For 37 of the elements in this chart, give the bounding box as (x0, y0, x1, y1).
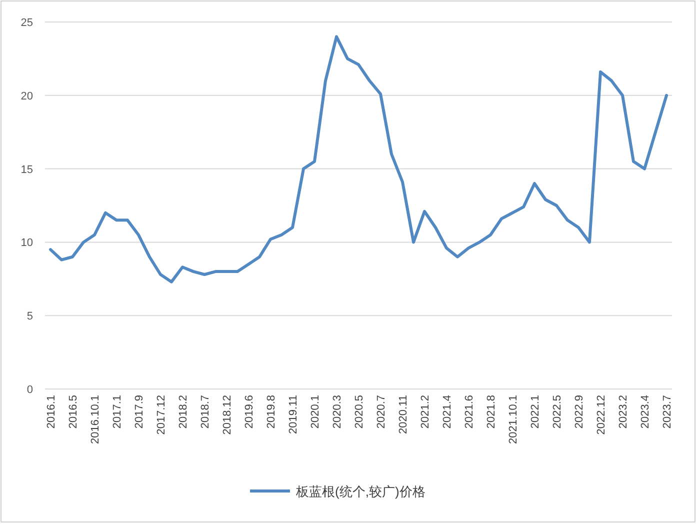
x-tick-label: 2016.5 (68, 395, 80, 429)
y-tick-label: 5 (26, 310, 33, 323)
x-tick-label: 2017.9 (134, 395, 146, 429)
x-tick-label: 2018.12 (222, 395, 234, 435)
x-tick-label: 2016.10.1 (90, 395, 102, 444)
x-tick-label: 2022.9 (574, 395, 586, 429)
x-tick-label: 2021.4 (442, 395, 454, 429)
x-tick-label: 2022.1 (530, 395, 542, 429)
x-tick-label: 2021.8 (486, 395, 498, 429)
x-tick-label: 2021.6 (464, 395, 476, 429)
x-tick-label: 2020.5 (354, 395, 366, 429)
x-tick-label: 2020.1 (310, 395, 322, 429)
y-tick-label: 0 (26, 384, 33, 396)
x-tick-label: 2018.2 (178, 395, 190, 429)
x-tick-label: 2016.1 (46, 395, 58, 429)
x-tick-label: 2023.7 (662, 395, 674, 429)
x-tick-label: 2021.2 (420, 395, 432, 429)
y-tick-label: 20 (20, 90, 33, 102)
x-tick-label: 2023.2 (618, 395, 630, 429)
x-tick-label: 2019.8 (266, 395, 278, 429)
legend-label: 板蓝根(统个,较广)价格 (295, 484, 426, 499)
x-tick-label: 2023.4 (640, 395, 652, 429)
x-tick-label: 2019.11 (288, 395, 300, 434)
line-series (49, 35, 668, 284)
y-tick-label: 10 (20, 237, 33, 250)
x-tick-label: 2017.1 (112, 395, 124, 429)
x-tick-label: 2020.3 (332, 395, 344, 429)
x-tick-label: 2022.5 (552, 395, 564, 429)
x-tick-label: 2021.10.1 (508, 395, 520, 444)
x-tick-label: 2017.12 (156, 395, 168, 435)
x-tick-label: 2019.6 (244, 395, 256, 429)
x-tick-label: 2018.7 (200, 395, 212, 429)
y-tick-label: 15 (20, 164, 33, 176)
y-tick-label: 25 (20, 17, 33, 29)
x-tick-label: 2022.12 (596, 395, 608, 435)
x-tick-label: 2020.11 (398, 395, 410, 434)
x-tick-label: 2020.7 (376, 395, 388, 429)
